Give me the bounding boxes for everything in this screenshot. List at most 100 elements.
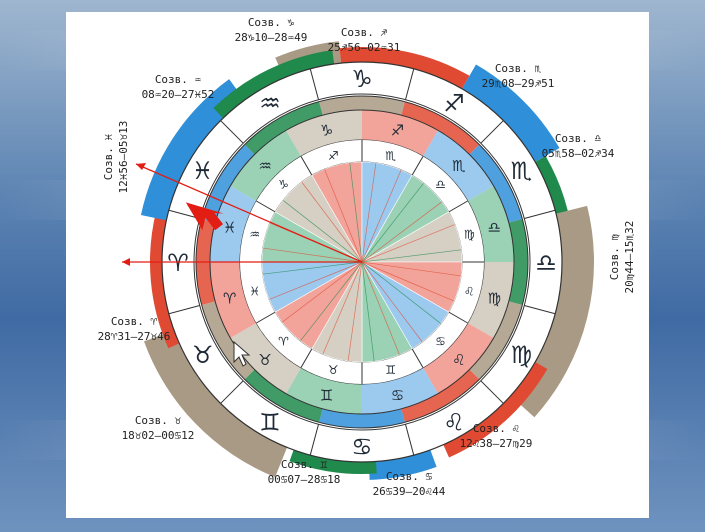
constellation-arc xyxy=(339,46,470,89)
inner-sign-divider xyxy=(256,200,276,213)
middle-element-band xyxy=(201,144,255,223)
constellation-label: Созв. ♐ 25♐56–02♒31 xyxy=(328,26,401,54)
diagram-slide: ♑ ♐ ♏ ♎ ♍ ♌ ♋ ♊ ♉ ♈ ♓ ♒ ♑ ♐ ♏ ♎ ♍ ♌ ♋ ♊ ♉ ♈ ♓ ♒ ♐ ♏ ♎ ♍ ♌ ♋ ♊ ♉ ♈ ♓ ♒ ♑ Соз… xyxy=(66,12,649,518)
constellation-name: Созв. ♊ xyxy=(281,458,328,471)
outer-sign-glyph: ♌ xyxy=(443,408,465,436)
constellation-label: Созв. ♊ 00♋07–28♋18 xyxy=(268,458,341,486)
outer-sign-glyph: ♍ xyxy=(511,341,533,369)
radial-line xyxy=(347,261,363,362)
inner-sign-glyph: ♉ xyxy=(328,363,339,377)
inner-sign-glyph: ♐ xyxy=(328,149,339,163)
constellation-arc xyxy=(510,205,594,418)
outer-sign-glyph: ♐ xyxy=(443,90,465,118)
outer-sign-glyph: ♉ xyxy=(192,341,214,369)
constellation-range: 28♈31–27♉46 xyxy=(98,330,171,343)
inner-sign-divider xyxy=(300,348,313,368)
constellation-label: Созв. ♓ 12♓56–05♉13 xyxy=(102,121,130,194)
pointer-line xyxy=(135,163,363,263)
middle-light-band xyxy=(423,323,494,394)
middle-sign-glyph: ♑ xyxy=(320,122,333,140)
outer-sign-divider xyxy=(480,120,504,144)
constellation-name: Созв. ♒ xyxy=(155,73,202,86)
radial-line xyxy=(324,169,363,263)
radial-line xyxy=(361,261,375,362)
inner-sign-glyph: ♓ xyxy=(249,285,260,299)
outer-sign-divider xyxy=(309,424,320,456)
middle-element-band xyxy=(319,96,405,116)
inner-sign-divider xyxy=(448,311,468,324)
pointer-arrowhead xyxy=(136,163,146,170)
middle-element-band xyxy=(469,144,523,223)
constellation-arc xyxy=(149,210,180,349)
constellation-name: Созв. ♋ xyxy=(386,470,433,483)
constellation-range: 29♏08–29♐51 xyxy=(482,77,555,90)
radial-line xyxy=(361,261,462,277)
constellation-arc xyxy=(462,64,560,162)
constellation-range: 12♓56–05♉13 xyxy=(117,121,130,194)
constellation-arc xyxy=(443,362,548,458)
constellation-label: Созв. ♒ 08♒20–27♓52 xyxy=(142,73,215,101)
constellation-range: 12♌38–27♍29 xyxy=(460,437,533,450)
middle-element-band xyxy=(401,369,480,423)
pointer-arrowhead xyxy=(122,258,130,266)
radial-line xyxy=(282,200,363,263)
middle-element-band xyxy=(244,101,323,155)
constellation-name: Созв. ♌ xyxy=(473,422,520,435)
middle-element-band xyxy=(244,369,323,423)
inner-sign-glyph: ♑ xyxy=(278,178,289,192)
middle-sign-glyph: ♊ xyxy=(320,386,333,404)
outer-sign-divider xyxy=(168,209,200,220)
radial-line xyxy=(361,182,424,263)
constellation-label: Созв. ♌ 12♌38–27♍29 xyxy=(460,422,533,450)
constellation-name: Созв. ♓ xyxy=(102,133,115,180)
constellation-name: Созв. ♑ xyxy=(248,16,295,29)
middle-sign-glyph: ♌ xyxy=(452,351,465,369)
constellation-range: 26♋39–20♌44 xyxy=(373,485,446,498)
zodiac-constellation-diagram: ♑ ♐ ♏ ♎ ♍ ♌ ♋ ♊ ♉ ♈ ♓ ♒ ♑ ♐ ♏ ♎ ♍ ♌ ♋ ♊ ♉ ♈ ♓ ♒ ♐ ♏ ♎ ♍ ♌ ♋ ♊ ♉ ♈ ♓ ♒ ♑ Соз… xyxy=(98,16,636,498)
middle-light-band xyxy=(230,130,301,201)
constellation-range: 05♏58–02♐34 xyxy=(542,147,615,160)
radial-line xyxy=(269,261,363,300)
radial-line xyxy=(361,162,377,263)
radial-line xyxy=(322,261,363,355)
constellation-label: Созв. ♍ 20♍44–15♏32 xyxy=(608,221,636,294)
outer-sign-glyph: ♋ xyxy=(351,433,373,461)
radial-line xyxy=(281,261,363,323)
inner-sign-divider xyxy=(411,156,424,176)
constellation-label: Созв. ♎ 05♏58–02♐34 xyxy=(542,132,615,160)
constellation-label: Созв. ♉ 18♉02–00♋12 xyxy=(122,414,195,442)
middle-sign-glyph: ♉ xyxy=(258,351,271,369)
outer-sign-divider xyxy=(168,304,200,315)
inner-sign-divider xyxy=(411,348,424,368)
middle-element-band xyxy=(508,219,528,305)
outer-sign-glyph: ♑ xyxy=(351,65,373,93)
radial-line xyxy=(361,169,402,263)
middle-sign-glyph: ♒ xyxy=(258,157,271,175)
inner-sign-divider xyxy=(448,200,468,213)
constellation-range: 08♒20–27♓52 xyxy=(142,88,215,101)
outer-sign-divider xyxy=(404,68,415,100)
outer-sign-glyph: ♓ xyxy=(192,157,214,185)
outer-sign-glyph: ♏ xyxy=(511,157,533,185)
outer-sign-divider xyxy=(524,209,556,220)
constellation-arc xyxy=(143,330,288,478)
middle-sign-glyph: ♐ xyxy=(391,122,404,140)
constellation-label: Созв. ♏ 29♏08–29♐51 xyxy=(482,62,555,90)
constellation-name: Созв. ♈ xyxy=(111,315,158,328)
outer-sign-divider xyxy=(404,424,415,456)
radial-line xyxy=(361,224,455,263)
radial-line xyxy=(361,249,462,263)
outer-sign-divider xyxy=(309,68,320,100)
inner-sign-glyph: ♈ xyxy=(278,334,289,348)
outer-sign-glyph: ♊ xyxy=(259,408,281,436)
inner-sign-glyph: ♎ xyxy=(435,178,446,192)
constellation-arc xyxy=(140,79,245,221)
outer-sign-divider xyxy=(524,304,556,315)
middle-element-band xyxy=(401,101,480,155)
constellation-label: Созв. ♋ 26♋39–20♌44 xyxy=(373,470,446,498)
radial-line xyxy=(262,247,363,263)
constellation-range: 00♋07–28♋18 xyxy=(268,473,341,486)
radial-line xyxy=(361,201,443,263)
constellation-arc xyxy=(368,449,437,480)
middle-element-band xyxy=(319,408,405,428)
